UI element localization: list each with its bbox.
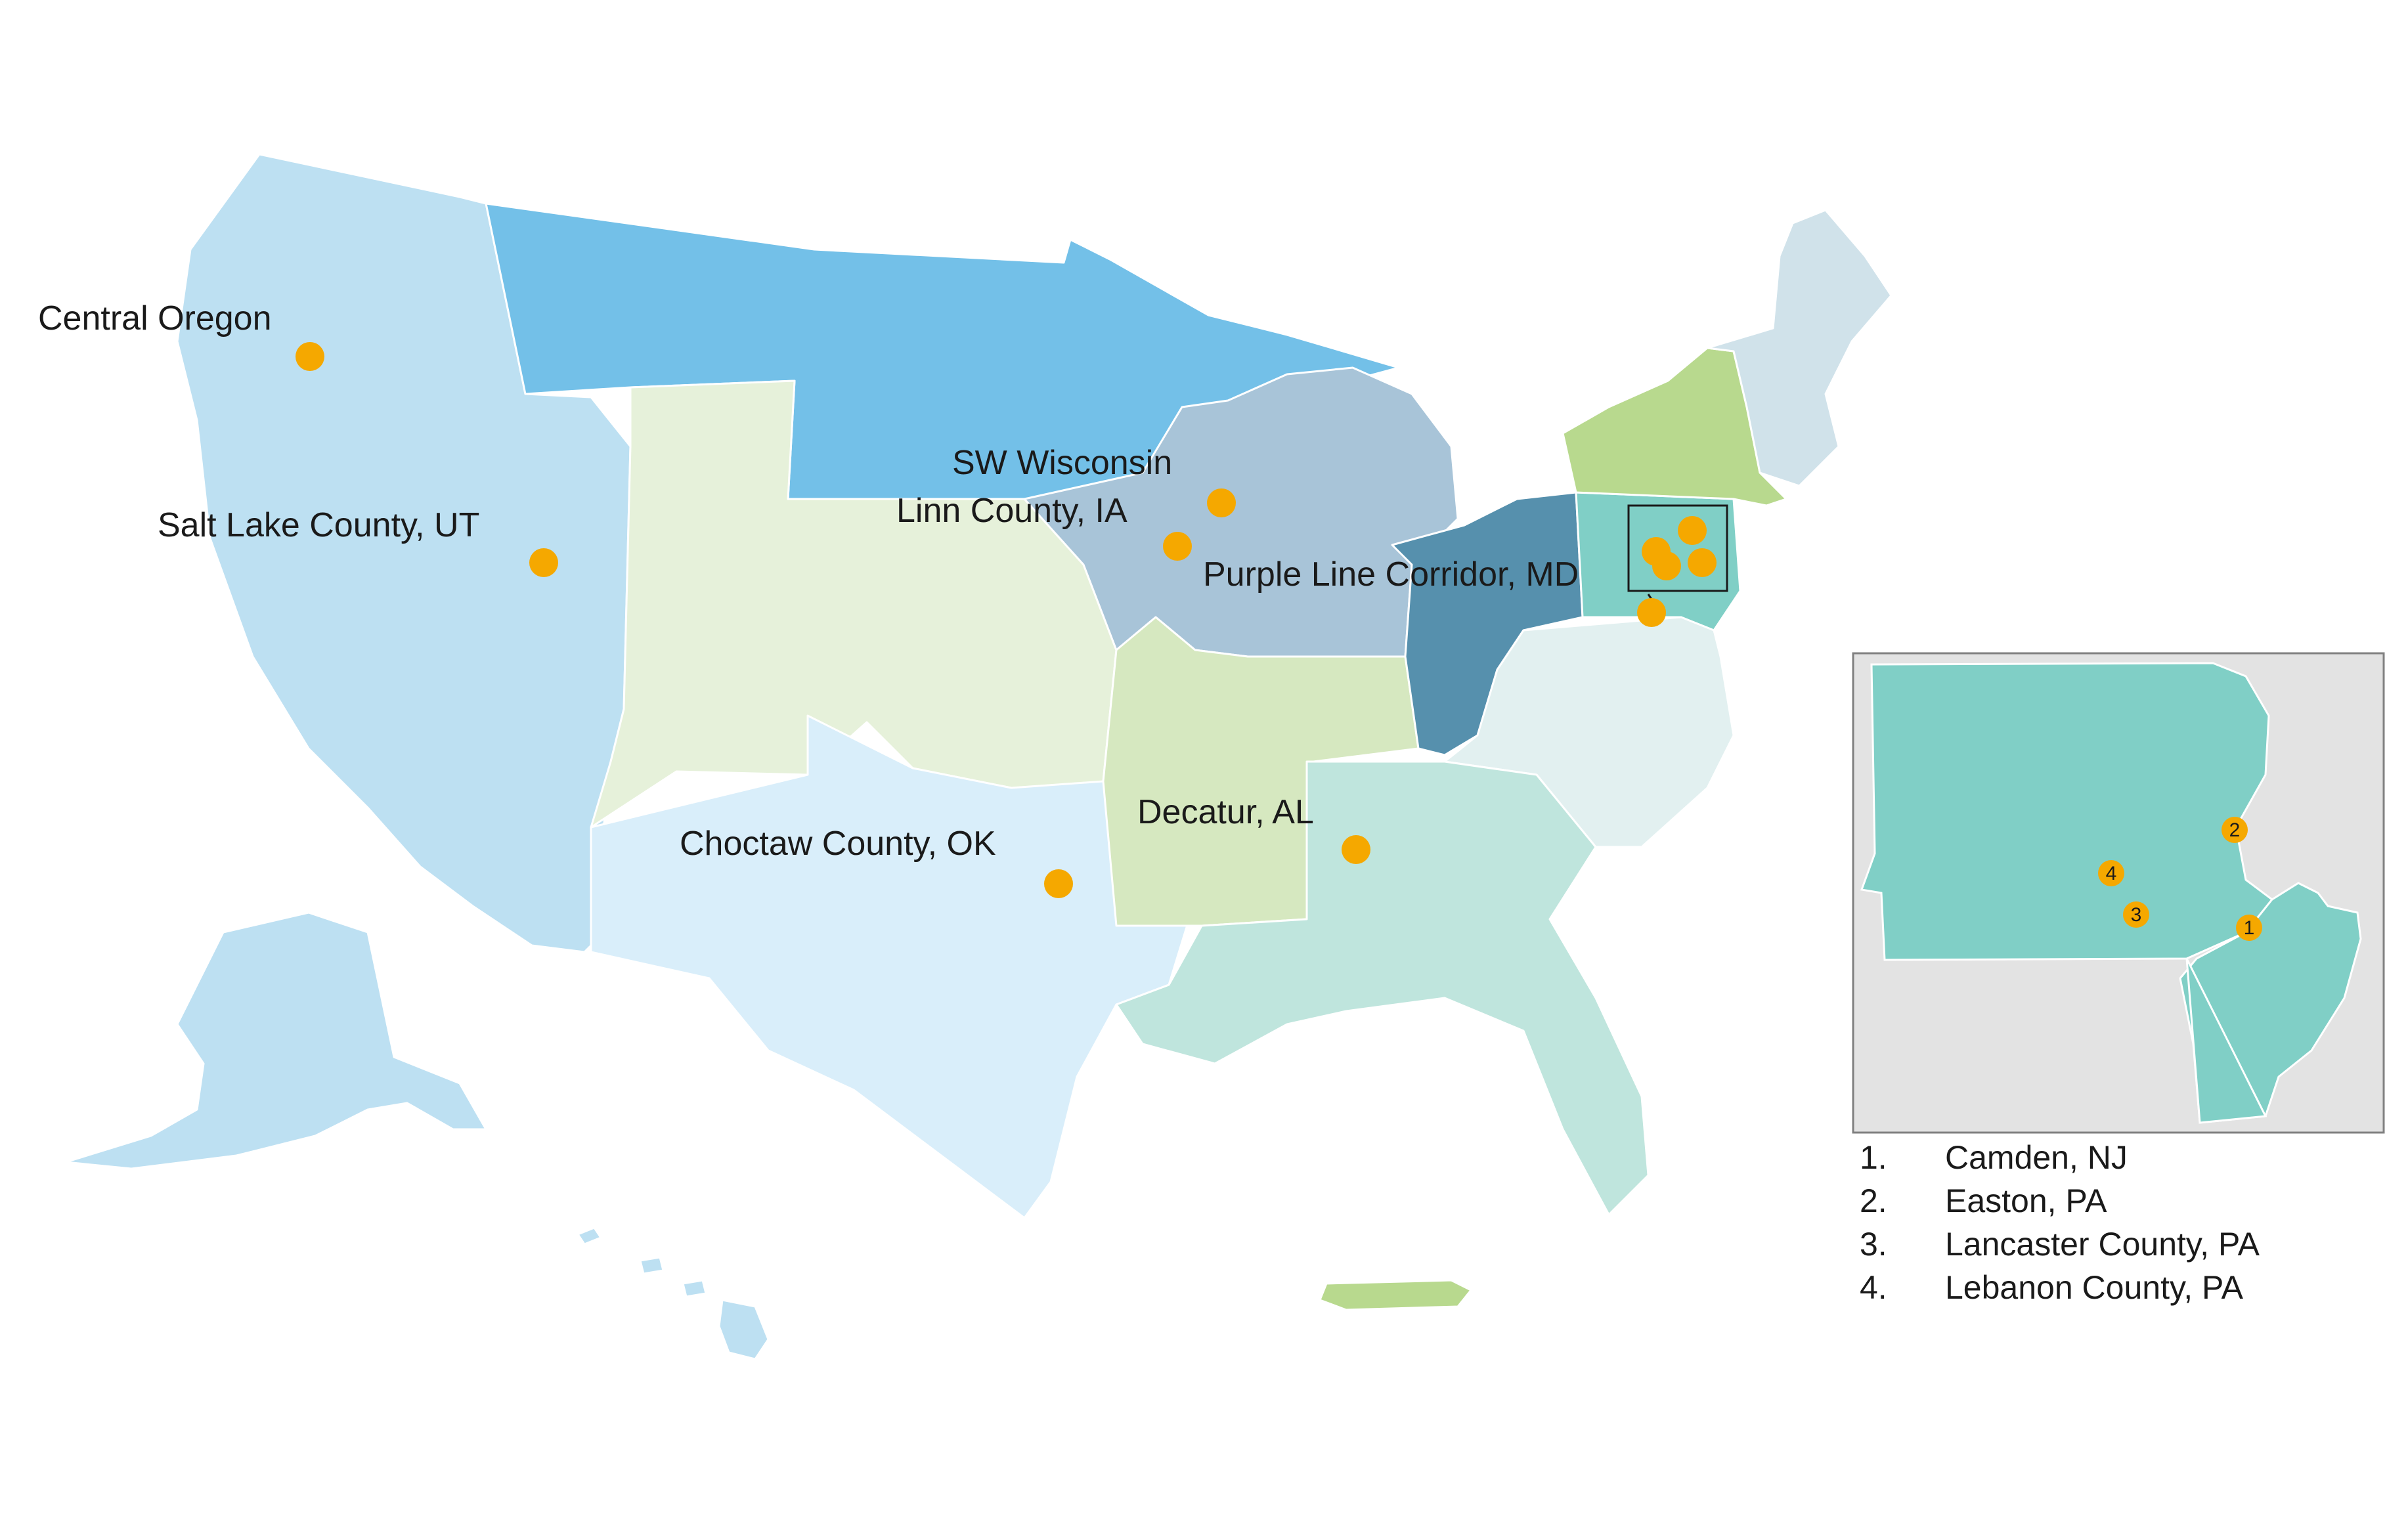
legend-label: Easton, PA xyxy=(1945,1182,2107,1219)
site-label-central-oregon: Central Oregon xyxy=(38,299,272,337)
site-label-decatur: Decatur, AL xyxy=(1137,793,1314,831)
inset-pennsylvania xyxy=(1860,662,2274,961)
region-newengland xyxy=(1706,209,1893,487)
inset-marker-1[interactable] xyxy=(2236,915,2262,941)
marker-sw-wisconsin[interactable] xyxy=(1207,488,1236,517)
legend-number: 3. xyxy=(1860,1226,1887,1263)
inset-focus-box xyxy=(1627,504,1728,592)
marker-linn-county[interactable] xyxy=(1163,532,1192,561)
legend-item: 3. Lancaster County, PA xyxy=(1852,1223,2351,1266)
marker-salt-lake[interactable] xyxy=(529,548,558,577)
region-west xyxy=(176,153,632,953)
region-virginia xyxy=(1443,616,1735,848)
site-labels: Central Oregon Salt Lake County, UT SW W… xyxy=(38,299,1579,863)
legend-label: Lebanon County, PA xyxy=(1945,1269,2244,1306)
region-southeast xyxy=(1115,760,1650,1216)
site-label-sw-wisconsin: SW Wisconsin xyxy=(952,444,1172,482)
legend-item: 1. Camden, NJ xyxy=(1852,1136,2351,1179)
legend-number: 4. xyxy=(1860,1269,1887,1306)
marker-central-oregon[interactable] xyxy=(296,342,324,371)
marker-choctaw[interactable] xyxy=(1044,869,1073,898)
legend-number: 1. xyxy=(1860,1139,1887,1176)
region-alaska xyxy=(64,911,487,1170)
marker-pa-cluster-3[interactable] xyxy=(1652,552,1681,580)
site-label-salt-lake: Salt Lake County, UT xyxy=(158,506,479,544)
marker-pa-cluster-4[interactable] xyxy=(1688,548,1717,577)
legend-item: 2. Easton, PA xyxy=(1852,1179,2351,1223)
inset-marker-4[interactable] xyxy=(2098,860,2124,886)
inset-delaware xyxy=(2185,958,2267,1124)
site-label-linn-county: Linn County, IA xyxy=(896,492,1127,530)
region-hawaii xyxy=(718,1299,770,1360)
inset-marker-2-label: 2 xyxy=(2229,819,2241,841)
inset-marker-1-label: 1 xyxy=(2244,917,2255,939)
legend-label: Lancaster County, PA xyxy=(1945,1226,2260,1263)
site-markers xyxy=(296,342,1717,898)
legend-number: 2. xyxy=(1860,1182,1887,1219)
region-hawaii-islands xyxy=(577,1226,707,1298)
region-puertorico xyxy=(1319,1279,1472,1311)
marker-pa-cluster-2[interactable] xyxy=(1678,516,1707,545)
inset-marker-4-label: 4 xyxy=(2106,863,2117,884)
legend-label: Camden, NJ xyxy=(1945,1139,2128,1176)
marker-decatur[interactable] xyxy=(1342,835,1370,864)
site-label-choctaw: Choctaw County, OK xyxy=(680,825,996,863)
inset-marker-3-label: 3 xyxy=(2131,904,2142,926)
site-label-purple-line: Purple Line Corridor, MD xyxy=(1203,555,1579,594)
inset-legend: 1. Camden, NJ 2. Easton, PA 3. Lancaster… xyxy=(1852,1136,2351,1309)
inset-map: 1 2 3 4 xyxy=(1852,652,2385,1134)
marker-purple-line[interactable] xyxy=(1637,598,1666,627)
inset-marker-2[interactable] xyxy=(2222,817,2248,843)
legend-item: 4. Lebanon County, PA xyxy=(1852,1266,2351,1309)
inset-marker-3[interactable] xyxy=(2123,901,2149,928)
